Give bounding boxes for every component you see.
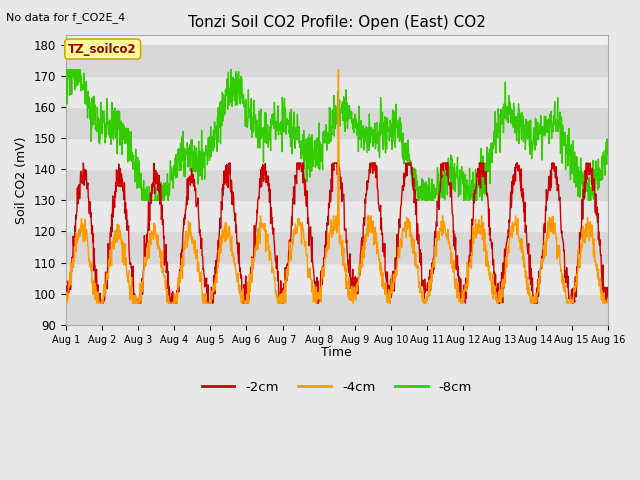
Text: No data for f_CO2E_4: No data for f_CO2E_4 bbox=[6, 12, 125, 23]
X-axis label: Time: Time bbox=[321, 346, 352, 359]
Legend: -2cm, -4cm, -8cm: -2cm, -4cm, -8cm bbox=[196, 376, 477, 399]
Y-axis label: Soil CO2 (mV): Soil CO2 (mV) bbox=[15, 136, 28, 224]
Text: TZ_soilco2: TZ_soilco2 bbox=[68, 43, 137, 56]
Bar bbox=[66, 263, 608, 294]
Bar bbox=[66, 76, 608, 107]
Bar bbox=[66, 294, 608, 325]
Bar bbox=[66, 200, 608, 231]
Bar bbox=[66, 231, 608, 263]
Bar bbox=[66, 138, 608, 169]
Bar bbox=[66, 45, 608, 76]
Title: Tonzi Soil CO2 Profile: Open (East) CO2: Tonzi Soil CO2 Profile: Open (East) CO2 bbox=[188, 15, 486, 30]
Bar bbox=[66, 169, 608, 200]
Bar bbox=[66, 107, 608, 138]
